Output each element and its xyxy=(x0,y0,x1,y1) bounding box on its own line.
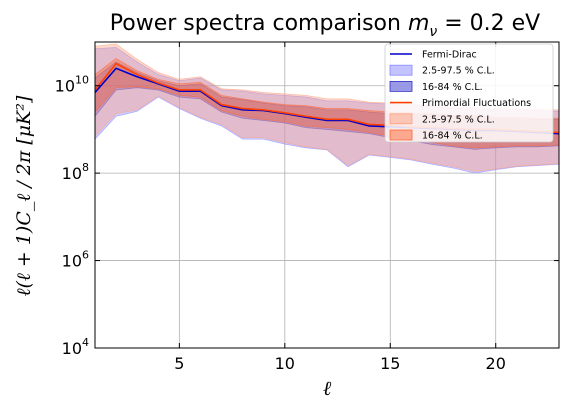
y-tick-label-base: 10 xyxy=(62,252,82,271)
y-tick-label-base: 10 xyxy=(62,164,82,183)
legend-band-swatch xyxy=(390,81,412,91)
y-tick-label-exponent: 6 xyxy=(82,249,89,262)
x-axis-label: ℓ xyxy=(323,376,332,400)
legend-band-swatch xyxy=(390,65,412,75)
legend-label: 16-84 % C.L. xyxy=(422,131,483,142)
y-axis-label: ℓ(ℓ + 1)C_ℓ / 2π [μK²] xyxy=(13,95,35,296)
legend-band-swatch xyxy=(390,130,412,140)
x-tick-label: 20 xyxy=(486,354,506,373)
y-tick-label-base: 10 xyxy=(55,77,75,96)
y-tick-label-exponent: 10 xyxy=(75,74,89,87)
chart-title: Power spectra comparison mν = 0.2 eV xyxy=(110,11,540,40)
y-tick-label-base: 10 xyxy=(62,339,82,358)
legend-label: Fermi-Dirac xyxy=(422,50,477,61)
legend-band-swatch xyxy=(390,114,412,124)
chart-title-math-subscript: ν xyxy=(429,24,437,40)
legend-label: 2.5-97.5 % C.L. xyxy=(422,114,495,125)
x-tick-label: 10 xyxy=(275,354,295,373)
chart-title-math-rest: = 0.2 eV xyxy=(437,11,540,36)
chart-title-math-symbol: m xyxy=(408,11,429,36)
x-tick-label: 5 xyxy=(174,354,184,373)
chart-title-text: Power spectra comparison xyxy=(110,11,408,36)
y-tick-label-exponent: 8 xyxy=(82,161,89,174)
legend-label: 16-84 % C.L. xyxy=(422,82,483,93)
legend-label: Primordial Fluctuations xyxy=(422,98,531,109)
legend-label: 2.5-97.5 % C.L. xyxy=(422,66,495,77)
y-tick-label-exponent: 4 xyxy=(82,336,89,349)
legend: Fermi-Dirac 2.5-97.5 % C.L. 16-84 % C.L. Pr… xyxy=(385,44,553,142)
x-tick-label: 15 xyxy=(380,354,400,373)
